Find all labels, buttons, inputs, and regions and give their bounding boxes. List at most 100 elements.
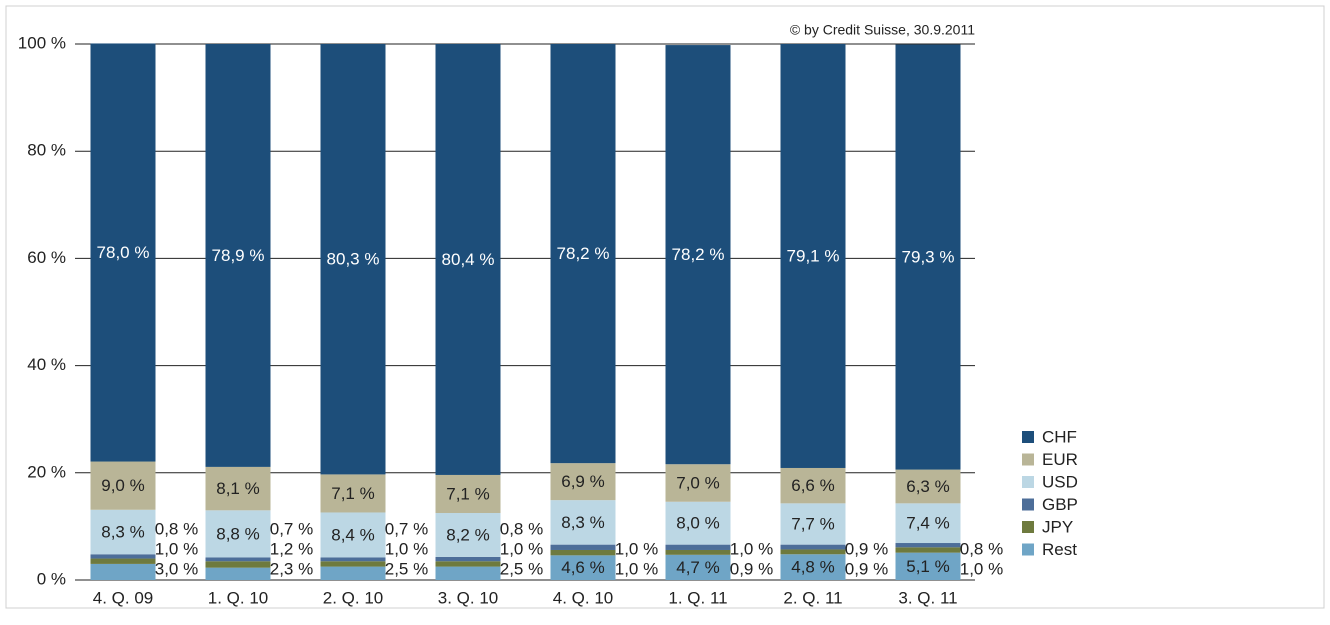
legend-swatch [1022,431,1034,443]
value-label: 0,7 % [385,519,428,538]
legend-swatch [1022,543,1034,556]
x-tick-label: 1. Q. 10 [208,588,268,607]
bar-segment [780,554,846,580]
value-label: 2,5 % [500,559,543,578]
value-label: 1,0 % [615,539,658,558]
value-label: 8,4 % [331,525,374,544]
value-label: 1,0 % [385,539,428,558]
bar-segment [205,510,271,558]
bar-segment [665,464,731,502]
legend-label: GBP [1042,495,1078,514]
bar-segment [435,566,501,580]
value-label: 80,4 % [442,250,495,269]
value-label: 78,2 % [557,244,610,263]
value-label: 0,8 % [155,519,198,538]
bar-segment [90,461,156,510]
bar-segment [550,549,616,556]
bar-segment [550,544,616,550]
value-label: 7,4 % [906,514,949,533]
bar-segment [320,557,386,562]
x-tick-label: 2. Q. 11 [783,588,842,607]
bar-segment [320,44,386,475]
bar-segment [435,556,501,562]
bar-segment [895,44,961,470]
value-label: 6,9 % [561,472,604,491]
x-tick-label: 2. Q. 10 [323,588,383,607]
value-label: 78,2 % [672,245,725,264]
value-label: 8,8 % [216,524,259,543]
value-label: 80,3 % [327,250,380,269]
value-label: 8,3 % [101,523,144,542]
value-label: 0,9 % [845,559,888,578]
bar-segment [90,509,156,555]
legend-swatch [1022,476,1034,488]
bar-segment [895,543,961,548]
bar-segment [665,501,731,545]
value-label: 2,3 % [270,559,313,578]
y-tick-label: 40 % [27,355,66,374]
value-label: 1,0 % [500,539,543,558]
bar-segment [550,44,616,464]
bar-segment [205,557,271,562]
bar-segment [780,544,846,550]
bar-segment [895,552,961,580]
bar-segment [205,567,271,580]
bar-segment [665,544,731,550]
legend-label: CHF [1042,427,1077,446]
value-label: 78,0 % [97,243,150,262]
value-label: 5,1 % [906,557,949,576]
bar-segment [780,503,846,545]
bar-segment [90,43,156,462]
x-tick-label: 3. Q. 11 [898,588,957,607]
bar-segment [550,555,616,580]
value-label: 0,7 % [270,519,313,538]
value-label: 7,1 % [446,484,489,503]
value-label: 1,0 % [730,539,773,558]
bar-segment [90,563,156,580]
y-tick-label: 100 % [18,33,66,52]
value-label: 1,0 % [615,559,658,578]
value-label: 4,8 % [791,558,834,577]
y-tick-label: 0 % [37,569,66,588]
bar-segment [895,547,961,553]
bar-segment [90,554,156,559]
annotation: © by Credit Suisse, 30.9.2011 [790,22,975,38]
legend-label: EUR [1042,450,1078,469]
value-label: 8,0 % [676,514,719,533]
bar-segment [665,554,731,580]
value-label: 1,2 % [270,539,313,558]
value-label: 1,0 % [155,539,198,558]
value-label: 9,0 % [101,476,144,495]
bar-segment [435,44,501,475]
bar-segment [895,469,961,504]
bar-segment [320,566,386,580]
x-tick-label: 4. Q. 10 [553,588,613,607]
legend-label: USD [1042,472,1078,491]
legend-swatch [1022,453,1034,466]
bar-segment [780,467,846,504]
value-label: 78,9 % [212,246,265,265]
bar-segment [90,558,156,564]
value-label: 1,0 % [960,559,1003,578]
legend-label: Rest [1042,540,1077,559]
bar-segment [550,463,616,501]
frame [5,5,1325,609]
value-label: 8,3 % [561,513,604,532]
y-tick-label: 60 % [27,248,66,267]
y-tick-label: 20 % [27,462,66,481]
value-label: 6,6 % [791,476,834,495]
bar-segment [320,474,386,513]
value-label: 7,7 % [791,514,834,533]
legend-swatch [1022,498,1034,511]
value-label: 0,8 % [500,519,543,538]
value-label: 79,1 % [787,246,840,265]
bar-segment [205,561,271,568]
bar-segment [435,561,501,567]
value-label: 2,5 % [385,559,428,578]
value-label: 7,0 % [676,473,719,492]
x-tick-label: 1. Q. 11 [668,588,727,607]
value-label: 8,1 % [216,479,259,498]
value-label: 7,1 % [331,484,374,503]
bar-segment [780,549,846,555]
